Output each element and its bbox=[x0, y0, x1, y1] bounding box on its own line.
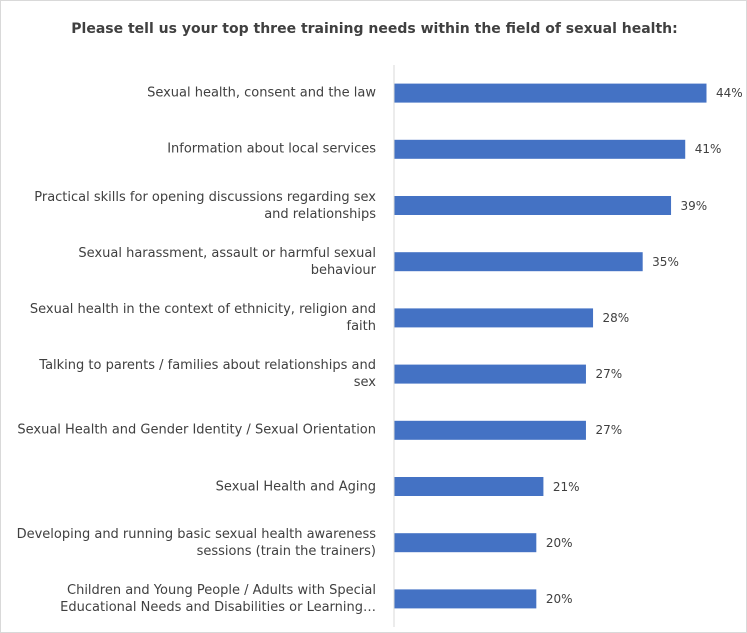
bar bbox=[394, 252, 643, 272]
category-label: Children and Young People / Adults with … bbox=[60, 582, 376, 615]
bar bbox=[394, 308, 594, 328]
category-label: Sexual health, consent and the law bbox=[147, 85, 376, 101]
category-label: Practical skills for opening discussions… bbox=[34, 189, 376, 222]
bar bbox=[394, 83, 707, 103]
bar bbox=[394, 420, 586, 440]
data-label: 28% bbox=[602, 310, 630, 325]
bar bbox=[394, 364, 586, 384]
data-label: 20% bbox=[545, 535, 573, 550]
bar bbox=[394, 139, 686, 159]
category-label: Developing and running basic sexual heal… bbox=[16, 526, 376, 559]
data-label: 27% bbox=[595, 367, 623, 382]
data-label: 41% bbox=[694, 142, 722, 157]
category-label: Talking to parents / families about rela… bbox=[39, 358, 376, 391]
category-label: Sexual Health and Aging bbox=[215, 479, 376, 494]
category-label: Sexual Health and Gender Identity / Sexu… bbox=[17, 422, 376, 438]
data-label: 20% bbox=[545, 591, 573, 606]
category-label: Sexual health in the context of ethnicit… bbox=[29, 301, 376, 334]
bar bbox=[394, 589, 537, 609]
bar bbox=[394, 477, 544, 496]
data-label: 39% bbox=[680, 198, 708, 213]
data-label: 27% bbox=[595, 423, 623, 438]
data-label: 21% bbox=[552, 479, 580, 494]
chart-title: Please tell us your top three training n… bbox=[71, 21, 678, 37]
data-label: 44% bbox=[716, 86, 743, 101]
data-label: 35% bbox=[652, 254, 679, 269]
bar bbox=[394, 196, 672, 215]
category-label: Sexual harassment, assault or harmful se… bbox=[78, 245, 376, 278]
bar bbox=[394, 533, 537, 553]
category-label: Information about local services bbox=[167, 141, 376, 157]
